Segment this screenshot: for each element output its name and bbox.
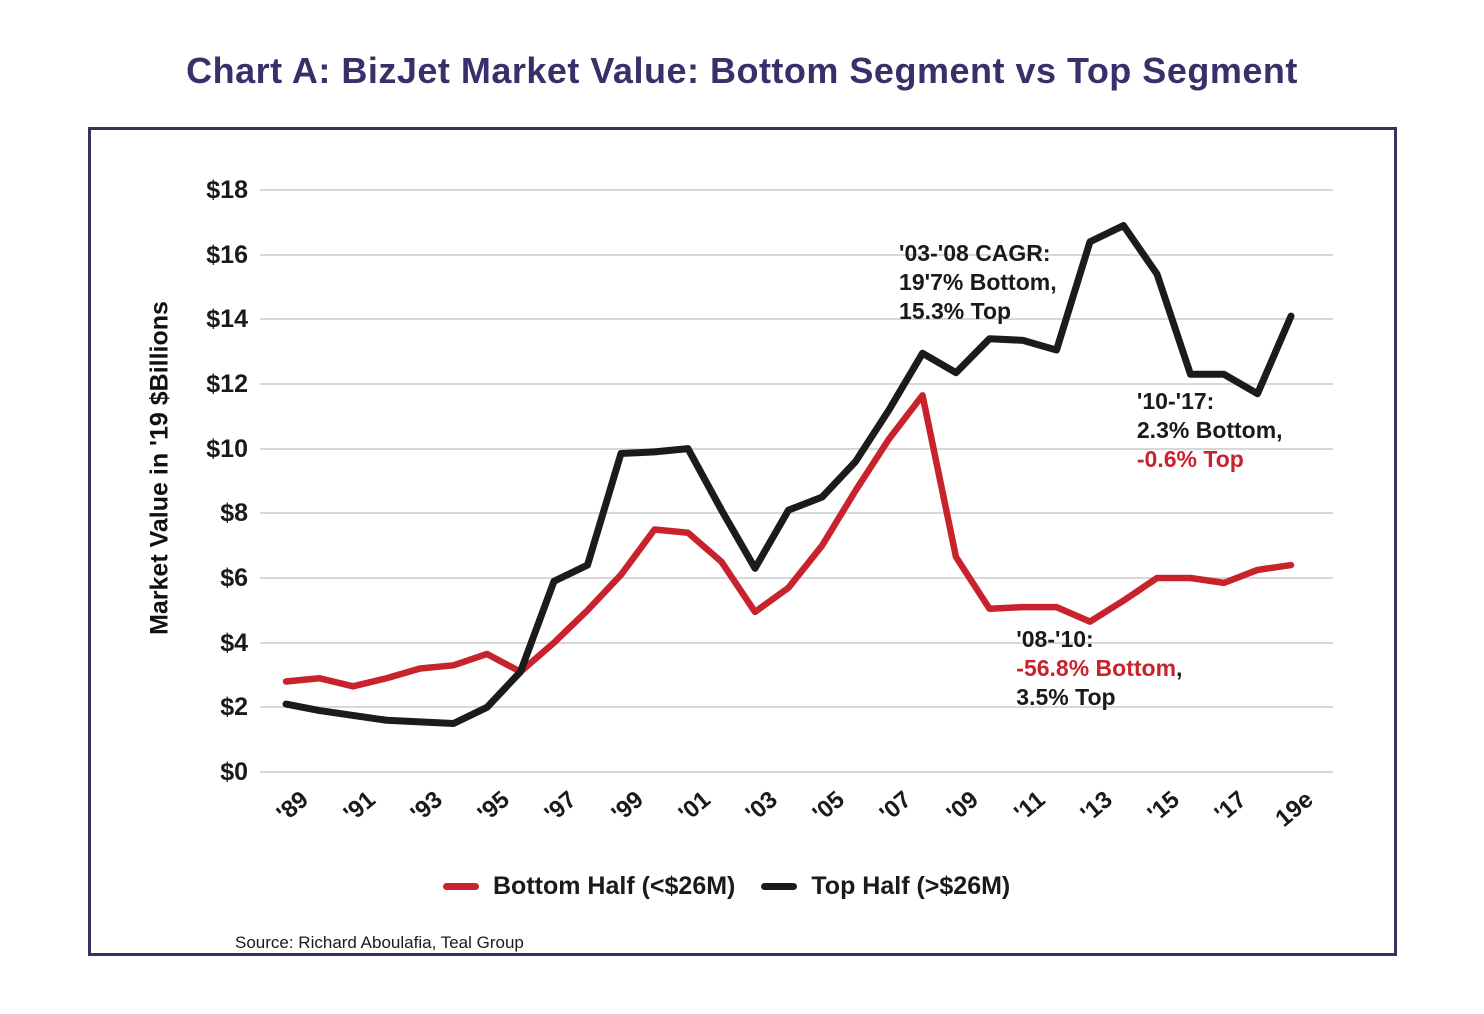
y-tick-label: $14 — [206, 305, 248, 334]
annotation-line: 3.5% Top — [1016, 683, 1182, 712]
gridline — [260, 383, 1333, 385]
gridline — [260, 253, 1333, 256]
legend-label-top-half: Top Half (>$26M) — [811, 872, 1011, 900]
legend-item-top-half: Top Half (>$26M) — [761, 872, 1010, 901]
y-tick-label: $4 — [220, 628, 248, 657]
bottom-half-line — [282, 392, 1295, 690]
annotation-callout: '03-'08 CAGR: 19'7% Bottom, 15.3% Top — [899, 239, 1057, 326]
gridline — [260, 641, 1333, 644]
legend-item-bottom-half: Bottom Half (<$26M) — [443, 872, 735, 901]
annotation-text: , — [1176, 654, 1183, 681]
y-tick-label: $8 — [220, 499, 248, 528]
annotation-line: 15.3% Top — [899, 297, 1057, 326]
annotation-line: '03-'08 CAGR: — [899, 239, 1057, 268]
annotation-text: -0.6% Top — [1136, 446, 1244, 473]
gridline — [260, 706, 1333, 709]
gridline — [260, 771, 1333, 773]
annotation-callout: '10-'17: 2.3% Bottom, -0.6% Top — [1137, 387, 1283, 474]
annotation-callout: '08-'10: -56.8% Bottom, 3.5% Top — [1016, 625, 1182, 712]
y-tick-label: $10 — [206, 434, 248, 463]
top-half-line — [282, 222, 1295, 727]
annotation-text: '10-'17: — [1136, 388, 1215, 415]
chart-frame: Market Value in '19 $Billions $0 $2 $4 $6 $8… — [88, 127, 1397, 956]
gridline — [260, 447, 1333, 450]
annotation-line: 2.3% Bottom, — [1137, 416, 1283, 445]
annotation-line: -56.8% Bottom, — [1016, 654, 1182, 683]
annotation-text: -56.8% Bottom — [1016, 654, 1177, 681]
annotation-line: -0.6% Top — [1137, 445, 1283, 474]
bottom-half-swatch-icon — [443, 883, 479, 890]
legend: Bottom Half (<$26M) Top Half (>$26M) — [443, 872, 1010, 901]
annotation-line: 19'7% Bottom, — [899, 268, 1057, 297]
gridline — [260, 189, 1333, 191]
series-canvas — [282, 222, 1295, 727]
y-tick-label: $16 — [206, 240, 248, 269]
annotation-line: '10-'17: — [1137, 387, 1283, 416]
legend-label-bottom-half: Bottom Half (<$26M) — [493, 872, 736, 900]
annotation-text: 19'7% Bottom, — [899, 268, 1057, 295]
gridline — [260, 318, 1333, 321]
page-title: Chart A: BizJet Market Value: Bottom Seg… — [186, 50, 1298, 91]
source-note: Source: Richard Aboulafia, Teal Group — [235, 933, 524, 952]
y-tick-label: $0 — [220, 758, 248, 786]
y-tick-label: $6 — [220, 564, 248, 592]
annotation-text: '08-'10: — [1016, 625, 1094, 652]
annotation-text: 15.3% Top — [899, 297, 1012, 324]
annotation-text: 2.3% Bottom, — [1136, 417, 1283, 444]
annotation-text: '03-'08 CAGR: — [899, 239, 1051, 266]
gridline — [260, 512, 1333, 515]
annotation-text: 3.5% Top — [1016, 683, 1116, 710]
plot-area: $0 $2 $4 $6 $8 $10 $12 $14 $16 $18'89'91'93'95'97… — [91, 130, 1394, 953]
top-half-swatch-icon — [761, 883, 798, 890]
y-tick-label: $2 — [220, 693, 248, 722]
y-tick-label: $18 — [206, 176, 248, 204]
y-tick-label: $12 — [206, 370, 248, 398]
annotation-line: '08-'10: — [1016, 625, 1182, 654]
